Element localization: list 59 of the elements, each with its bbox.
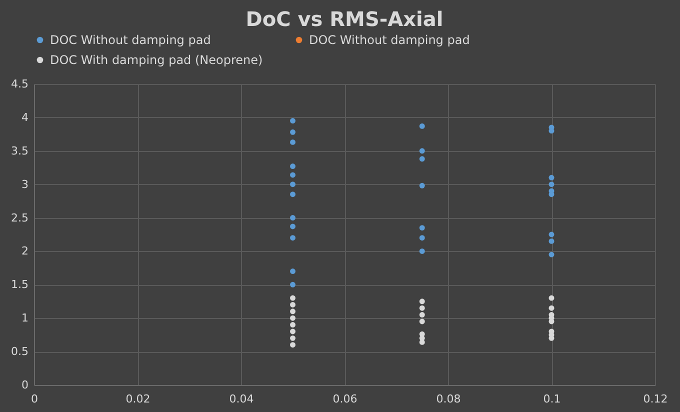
point: [548, 295, 554, 301]
point: [290, 282, 296, 288]
x-tick-label: 0.1: [543, 392, 561, 406]
x-tick-label: 0.04: [229, 392, 254, 406]
point: [548, 174, 554, 180]
point: [290, 342, 296, 348]
legend-label: DOC Without damping pad: [309, 33, 470, 47]
point: [290, 295, 296, 301]
y-tick-label: 2: [22, 244, 28, 258]
point: [419, 248, 425, 254]
point: [290, 182, 296, 188]
point: [419, 235, 425, 241]
legend-label: DOC With damping pad (Neoprene): [50, 53, 263, 67]
chart-title: DoC vs RMS-Axial: [246, 7, 444, 31]
point: [290, 302, 296, 308]
x-tick-label: 0.12: [643, 392, 668, 406]
y-tick-label: 3: [22, 178, 28, 191]
point: [290, 164, 296, 170]
point: [548, 182, 554, 188]
point: [548, 232, 554, 238]
point: [290, 308, 296, 314]
point: [419, 182, 425, 188]
y-tick-label: 0.5: [11, 345, 28, 358]
point: [290, 335, 296, 341]
y-tick-label: 1.5: [11, 278, 28, 292]
y-tick-label: 2.5: [11, 211, 28, 224]
x-tick-label: 0: [31, 392, 38, 406]
y-tick-label: 3.5: [11, 144, 28, 158]
point: [290, 322, 296, 328]
point: [290, 215, 296, 221]
x-tick-label: 0.08: [436, 392, 461, 406]
point: [290, 192, 296, 198]
point: [548, 305, 554, 311]
point: [419, 312, 425, 318]
y-tick-label: 4: [22, 110, 28, 124]
point: [290, 315, 296, 321]
x-tick-label: 0.06: [332, 392, 358, 406]
point: [290, 139, 296, 145]
point: [290, 224, 296, 230]
point: [290, 118, 296, 124]
point: [419, 305, 425, 311]
point: [548, 252, 554, 258]
point: [419, 225, 425, 231]
point: [419, 148, 425, 154]
legend-label: DOC Without damping pad: [50, 33, 211, 47]
point: [290, 129, 296, 135]
y-tick-label: 0: [22, 378, 28, 392]
point: [290, 235, 296, 241]
point: [419, 318, 425, 324]
point: [290, 172, 296, 178]
point: [290, 268, 296, 274]
point: [419, 123, 425, 129]
point: [419, 156, 425, 162]
x-tick-label: 0.02: [126, 392, 150, 406]
point: [290, 328, 296, 334]
point: [548, 238, 554, 244]
y-tick-label: 1: [22, 312, 28, 325]
y-tick-label: 4.5: [11, 78, 28, 90]
point: [419, 298, 425, 304]
